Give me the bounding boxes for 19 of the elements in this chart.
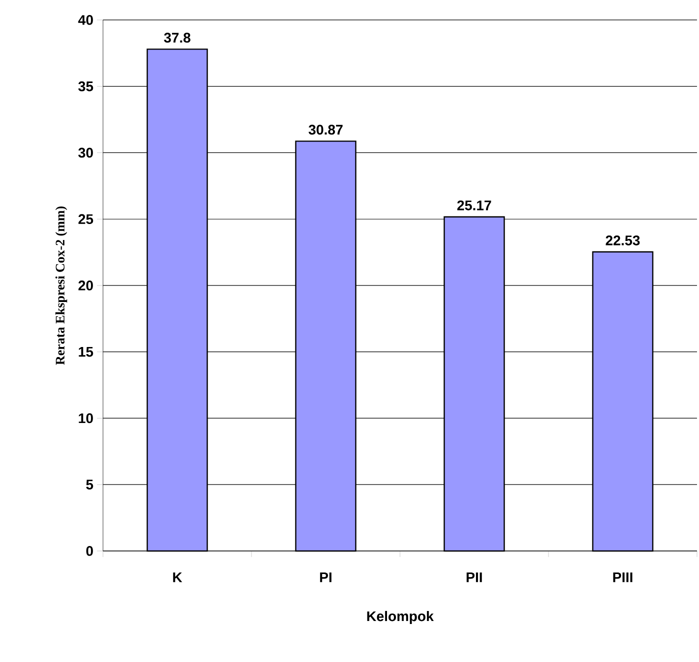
x-axis-title: Kelompok [367, 610, 434, 624]
x-tick-label: PII [466, 572, 482, 582]
y-axis-title: Rerata Ekspresi Cox-2 (mm) [55, 206, 68, 365]
x-tick-label: K [173, 572, 182, 582]
x-tick-label: PIII [613, 572, 632, 582]
data-label: 30.87 [308, 124, 343, 135]
y-tick-label: 20 [78, 280, 93, 290]
y-tick-label: 15 [78, 346, 94, 357]
data-label: 25.17 [457, 200, 492, 210]
y-tick-label: 25 [78, 214, 94, 224]
data-label: 37.8 [164, 32, 190, 43]
y-tick-label: 35 [78, 81, 94, 92]
y-tick-label: 0 [86, 546, 93, 556]
y-tick-label: 5 [86, 480, 94, 490]
y-tick-label: 30 [78, 148, 93, 158]
y-tick-label: 10 [78, 413, 93, 424]
data-label: 22.53 [606, 235, 640, 246]
x-tick-label: PI [320, 572, 332, 582]
y-tick-label: 40 [78, 15, 93, 25]
